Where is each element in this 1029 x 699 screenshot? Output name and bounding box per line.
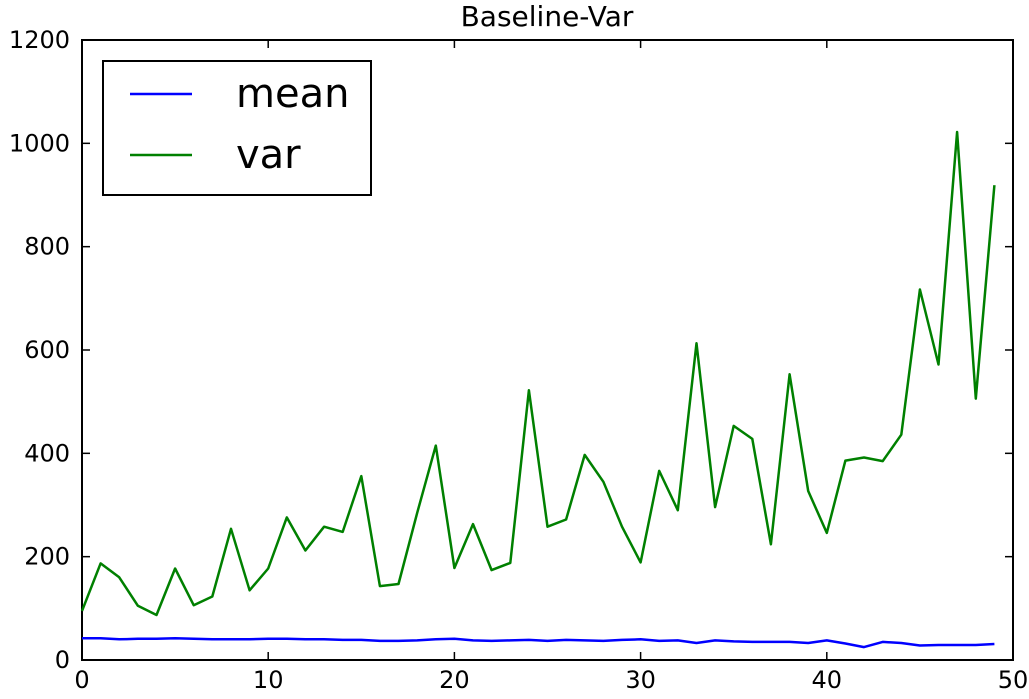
x-tick-label: 30	[625, 666, 656, 694]
x-tick-label: 50	[998, 666, 1029, 694]
x-tick-label: 40	[812, 666, 843, 694]
y-tick-label: 1200	[9, 26, 70, 54]
legend-label-mean: mean	[236, 71, 349, 117]
series-line-var	[80, 130, 996, 617]
chart-title: Baseline-Var	[461, 0, 634, 33]
x-tick-label: 10	[253, 666, 284, 694]
y-tick-label: 1000	[9, 129, 70, 157]
series-line-mean	[82, 637, 995, 649]
y-tick-label: 0	[55, 646, 70, 674]
axis-ticks: 0 10 20 30 40 50 0 200 400 600 800 1000 1200	[9, 26, 1028, 694]
legend-label-var: var	[236, 132, 301, 178]
legend-box	[102, 60, 372, 196]
x-tick-label: 20	[439, 666, 470, 694]
y-tick-label: 400	[24, 439, 70, 467]
x-tick-label: 0	[74, 666, 89, 694]
legend: mean var	[102, 60, 372, 196]
y-tick-label: 600	[24, 336, 70, 364]
series-lines	[80, 130, 996, 649]
y-tick-label: 200	[24, 543, 70, 571]
y-tick-label: 800	[24, 233, 70, 261]
